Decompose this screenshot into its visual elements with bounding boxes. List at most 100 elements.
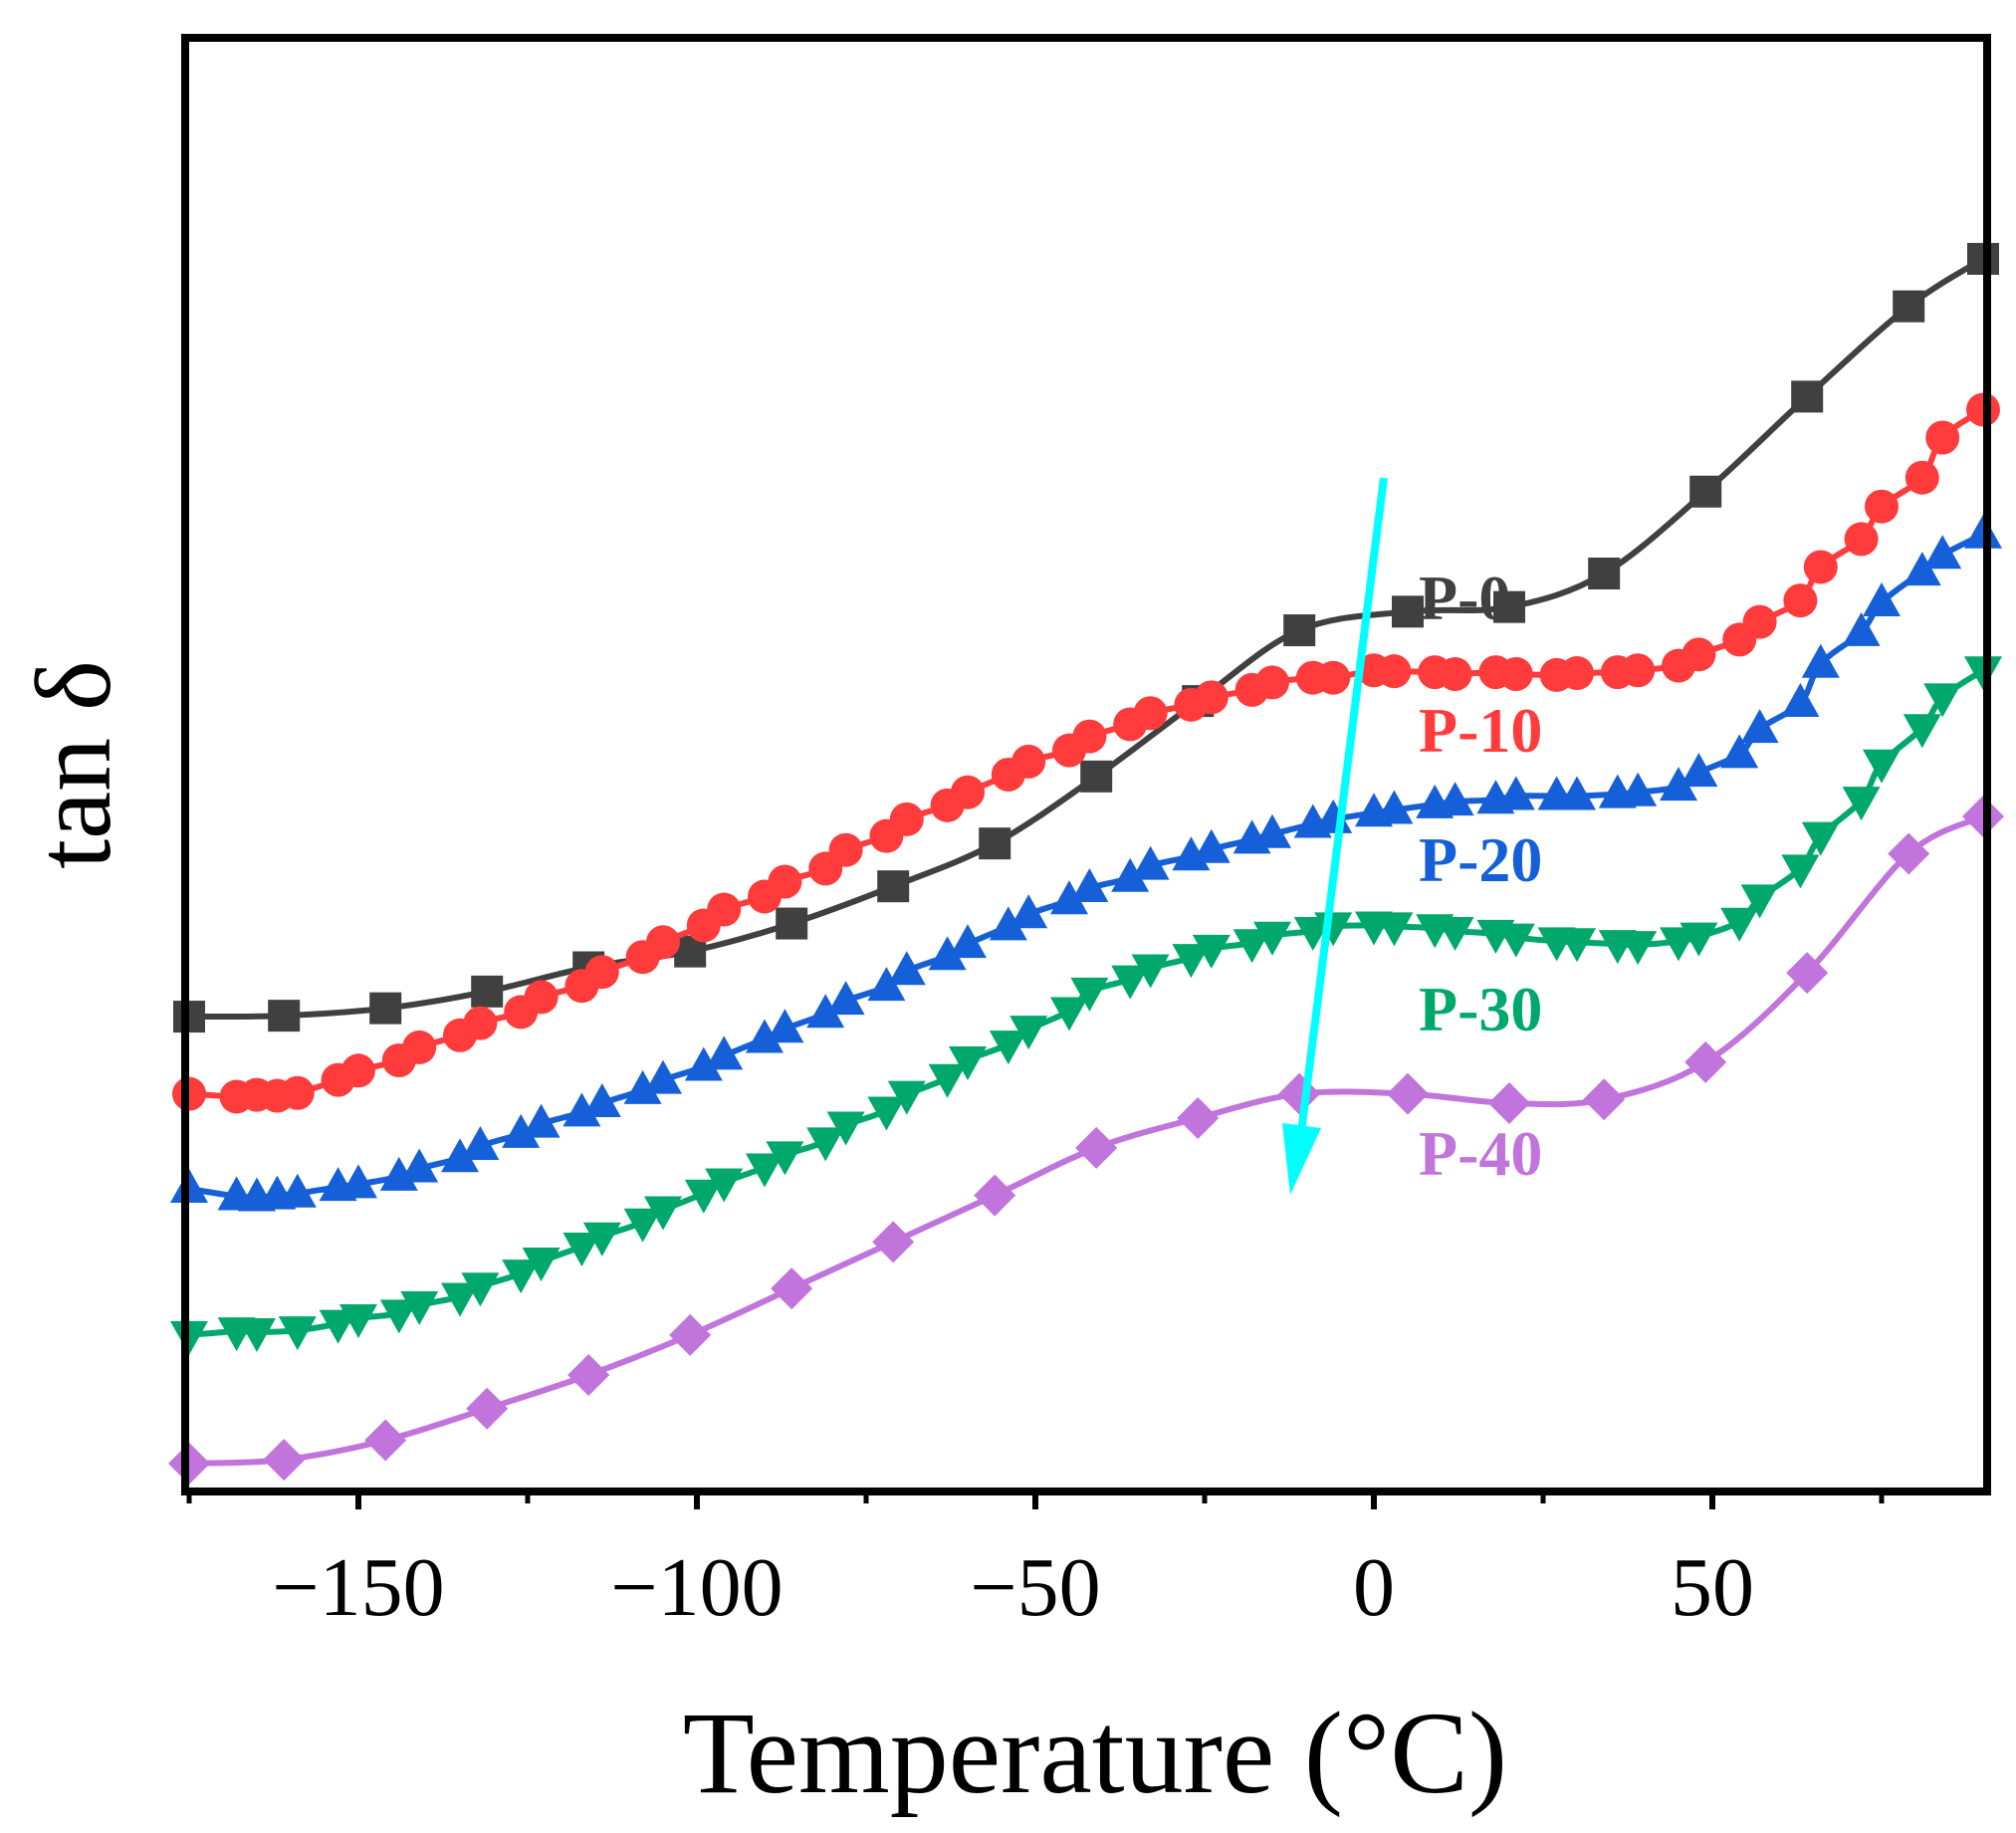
series-label-p-20: P-20 [1419,824,1542,895]
data-point-p-10 [524,980,559,1015]
data-point-p-30 [1496,923,1535,958]
data-point-p-10 [951,775,985,809]
x-tick-label: −50 [970,1541,1100,1634]
data-point-p-30 [1050,997,1088,1031]
data-point-p-30 [746,1153,784,1188]
data-point-p-30 [989,1031,1027,1065]
data-point-p-30 [441,1282,479,1317]
data-point-p-40 [1278,1072,1321,1115]
data-point-p-20 [1781,682,1820,717]
data-point-p-30 [867,1096,906,1131]
data-point-p-40 [1888,832,1930,875]
data-point-p-30 [1172,944,1211,979]
data-point-p-0 [268,1000,301,1032]
series-label-p-40: P-40 [1419,1118,1542,1189]
data-point-p-20 [1375,790,1414,824]
data-point-p-20 [1660,767,1697,802]
data-point-p-40 [974,1174,1016,1217]
data-point-p-20 [1903,552,1941,586]
data-point-p-30 [1720,907,1759,942]
data-point-p-10 [1925,420,1960,455]
data-point-p-20 [705,1035,744,1070]
trend-arrow [1282,477,1388,1195]
data-point-p-30 [1680,922,1718,957]
data-point-p-20 [1070,868,1109,903]
data-point-p-40 [466,1387,509,1430]
data-point-p-10 [1783,583,1818,618]
data-point-p-30 [1375,912,1414,947]
data-point-p-30 [582,1222,621,1257]
data-point-p-30 [502,1260,541,1294]
data-point-p-20 [1740,709,1779,744]
data-point-p-0 [1392,595,1424,628]
data-point-p-20 [684,1046,723,1081]
data-point-p-30 [887,1080,926,1115]
data-point-p-20 [826,981,865,1016]
data-point-p-30 [1781,854,1820,889]
series-line-p-20 [188,532,1985,1201]
data-point-p-10 [1560,656,1594,691]
data-point-p-20 [1558,776,1596,810]
data-point-p-20 [1192,828,1231,863]
data-point-p-40 [567,1354,610,1397]
data-point-p-10 [768,864,802,899]
data-point-p-40 [1387,1072,1429,1115]
data-point-p-0 [979,827,1011,860]
data-point-p-10 [646,925,680,960]
data-point-p-20 [746,1019,784,1053]
data-point-p-0 [1689,475,1722,508]
data-point-p-30 [562,1233,601,1267]
data-point-p-30 [1558,928,1596,963]
data-point-p-10 [280,1075,315,1110]
plot-frame [181,34,1991,1495]
data-point-p-30 [766,1141,804,1176]
data-point-p-10 [1377,654,1412,689]
trend-arrow-head [1282,1123,1321,1195]
data-point-p-30 [1863,749,1901,784]
data-point-p-20 [867,967,906,1002]
data-point-p-10 [707,892,742,927]
data-point-p-20 [461,1126,500,1161]
data-point-p-10 [1681,637,1716,672]
data-point-p-30 [278,1316,317,1351]
data-point-p-10 [463,1006,498,1040]
data-point-p-30 [1923,683,1962,718]
x-tick-label: 0 [1353,1541,1395,1634]
data-point-p-30 [1232,929,1271,964]
data-point-p-30 [806,1127,845,1162]
data-point-p-20 [806,994,845,1029]
data-point-p-0 [1893,290,1925,323]
data-point-p-30 [949,1046,987,1081]
data-point-p-0 [1283,614,1316,647]
data-point-p-20 [949,924,987,959]
data-point-p-10 [1194,680,1229,715]
data-point-p-10 [1133,696,1168,731]
data-point-p-20 [441,1138,479,1173]
data-point-p-10 [1904,460,1939,495]
series-p-10 [172,392,2000,1114]
data-point-p-40 [364,1419,407,1462]
data-point-p-20 [1680,753,1718,788]
data-point-p-30 [1903,714,1941,749]
data-point-p-20 [644,1059,682,1094]
data-point-p-30 [644,1196,682,1231]
data-point-p-30 [684,1179,723,1214]
data-point-p-40 [263,1439,306,1482]
data-point-p-10 [1011,744,1046,779]
data-point-p-40 [1488,1082,1530,1125]
data-point-p-10 [1803,550,1838,584]
data-point-p-30 [1070,977,1109,1012]
data-point-p-30 [339,1304,377,1339]
data-point-p-20 [1801,643,1840,678]
data-point-p-30 [238,1318,276,1353]
data-point-p-30 [1111,965,1150,1000]
x-tick-label: −150 [272,1541,444,1634]
series-label-p-30: P-30 [1419,974,1542,1044]
data-point-p-30 [1740,884,1779,919]
data-point-p-0 [1080,760,1113,793]
data-point-p-20 [522,1103,560,1138]
data-point-p-20 [989,906,1027,941]
data-point-p-10 [1255,665,1289,700]
data-point-p-20 [1111,857,1150,892]
